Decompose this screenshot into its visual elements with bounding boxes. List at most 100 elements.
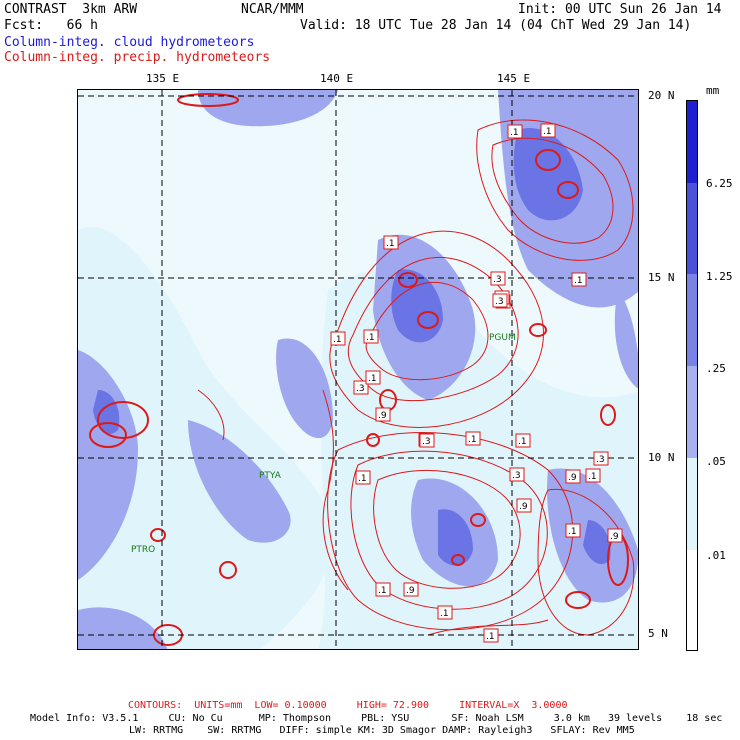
colorbar-seg-mid — [687, 274, 697, 366]
model-title: CONTRAST 3km ARW — [4, 2, 138, 17]
contour-label-text: .1 — [386, 239, 395, 249]
forecast-hour: Fcst: 66 h — [4, 18, 98, 33]
contour-label: .1 — [483, 628, 499, 643]
contour-labels: .1.1.3.1.1.9.3.3.1.3.3.1.3.3.1.1.1.9.1.9… — [330, 123, 623, 643]
contour-label-text: .1 — [574, 276, 583, 286]
field-title-precip: Column-integ. precip. hydrometeors — [4, 50, 271, 65]
contour-label: .1 — [355, 470, 371, 485]
contour-label-box — [363, 329, 379, 344]
contour-label-box — [419, 433, 435, 448]
contour-label: .3 — [490, 271, 506, 286]
contour-label: .9 — [375, 407, 391, 422]
colorbar-label-6-25: 6.25 — [706, 177, 733, 190]
contour-label: .3 — [492, 293, 508, 308]
organization: NCAR/MMM — [241, 2, 304, 17]
contour-label-text: .3 — [493, 275, 502, 285]
contour-label-box — [507, 124, 523, 139]
contour-label-box — [509, 467, 525, 482]
contour-label-box — [465, 431, 481, 446]
field-title-cloud: Column-integ. cloud hydrometeors — [4, 35, 255, 50]
contour-label: .3 — [419, 433, 435, 448]
latlon-grid — [78, 90, 638, 649]
precip-cores — [89, 93, 629, 646]
contour-label: .1 — [507, 124, 523, 139]
contour-label-text: .9 — [568, 473, 577, 483]
contour-label-text: .1 — [543, 127, 552, 137]
colorbar-seg-white — [687, 550, 697, 650]
colorbar-label-1-25: 1.25 — [706, 270, 733, 283]
contour-label: .1 — [571, 272, 587, 287]
contour-label-text: .1 — [486, 632, 495, 642]
contour-label: .1 — [515, 433, 531, 448]
contour-label: .1 — [585, 468, 601, 483]
contour-label-text: .9 — [378, 411, 387, 421]
lon-label-135: 135 E — [146, 72, 180, 85]
contour-label-box — [516, 498, 532, 513]
lat-label-10n: 10 N — [648, 451, 675, 464]
init-time: Init: 00 UTC Sun 26 Jan 14 — [518, 2, 722, 17]
contour-label-text: .1 — [568, 527, 577, 537]
contour-label-box — [571, 272, 587, 287]
contour-label-box — [353, 380, 369, 395]
contour-label-box — [483, 628, 499, 643]
contour-label: .9 — [516, 498, 532, 513]
colorbar-seg-light — [687, 366, 697, 458]
colorbar-seg-darkest — [687, 101, 697, 183]
contour-label-box — [607, 528, 623, 543]
contour-label: .1 — [375, 582, 391, 597]
contour-label: .1 — [465, 431, 481, 446]
contour-label-box — [515, 433, 531, 448]
map-panel: .1.1.3.1.1.9.3.3.1.3.3.1.3.3.1.1.1.9.1.9… — [77, 89, 639, 650]
contour-label-box — [585, 468, 601, 483]
contour-label-box — [492, 293, 508, 308]
contour-label-text: .3 — [512, 471, 521, 481]
contour-label-text: .1 — [358, 474, 367, 484]
contour-label: .3 — [509, 467, 525, 482]
contour-label-box — [355, 470, 371, 485]
contour-label: .1 — [363, 329, 379, 344]
contour-label: .9 — [607, 528, 623, 543]
contour-label-box — [383, 235, 399, 250]
contour-label: .3 — [353, 380, 369, 395]
contour-label-text: .3 — [495, 297, 504, 307]
contour-label-text: .9 — [406, 586, 415, 596]
contour-label-text: .1 — [518, 437, 527, 447]
contour-label: .1 — [365, 370, 381, 385]
field-plot: .1.1.3.1.1.9.3.3.1.3.3.1.3.3.1.1.1.9.1.9… — [78, 90, 638, 649]
lat-label-5n: 5 N — [648, 627, 668, 640]
contour-label-box — [403, 582, 419, 597]
colorbar-label-0-05: .05 — [706, 455, 726, 468]
colorbar-seg-dark — [687, 183, 697, 274]
lon-label-145: 145 E — [497, 72, 531, 85]
contour-label-box — [540, 123, 556, 138]
model-info-line1: Model Info: V3.5.1 CU: No Cu MP: Thompso… — [30, 713, 723, 724]
contour-label-text: .1 — [368, 374, 377, 384]
contour-label-box — [375, 407, 391, 422]
station-ptya: PTYA — [259, 471, 281, 481]
contour-label-text: .3 — [422, 437, 431, 447]
contour-label-text: .3 — [356, 384, 365, 394]
station-ptro: PTRO — [131, 545, 156, 555]
contour-label: .1 — [330, 331, 346, 346]
model-info-line2: LW: RRTMG SW: RRTMG DIFF: simple KM: 3D … — [129, 725, 635, 736]
colorbar-label-0-01: .01 — [706, 549, 726, 562]
contour-label: .9 — [565, 469, 581, 484]
colorbar-seg-lighter — [687, 458, 697, 550]
colorbar-unit: mm — [706, 84, 720, 97]
contour-label: .9 — [403, 582, 419, 597]
lon-label-140: 140 E — [320, 72, 354, 85]
contour-label-text: .1 — [588, 472, 597, 482]
contour-label: .1 — [565, 523, 581, 538]
contour-label-text: .9 — [610, 532, 619, 542]
contour-label-box — [593, 451, 609, 466]
contour-info: CONTOURS: UNITS=mm LOW= 0.10000 HIGH= 72… — [128, 700, 568, 711]
contour-label-box — [490, 271, 506, 286]
colorbar-label-0-25: .25 — [706, 362, 726, 375]
valid-time: Valid: 18 UTC Tue 28 Jan 14 (04 ChT Wed … — [300, 18, 692, 33]
contour-label-box — [437, 605, 453, 620]
contour-label: .1 — [383, 235, 399, 250]
contour-label-text: .1 — [510, 128, 519, 138]
contour-label-box — [565, 469, 581, 484]
contour-label-text: .1 — [378, 586, 387, 596]
contour-label: .1 — [437, 605, 453, 620]
